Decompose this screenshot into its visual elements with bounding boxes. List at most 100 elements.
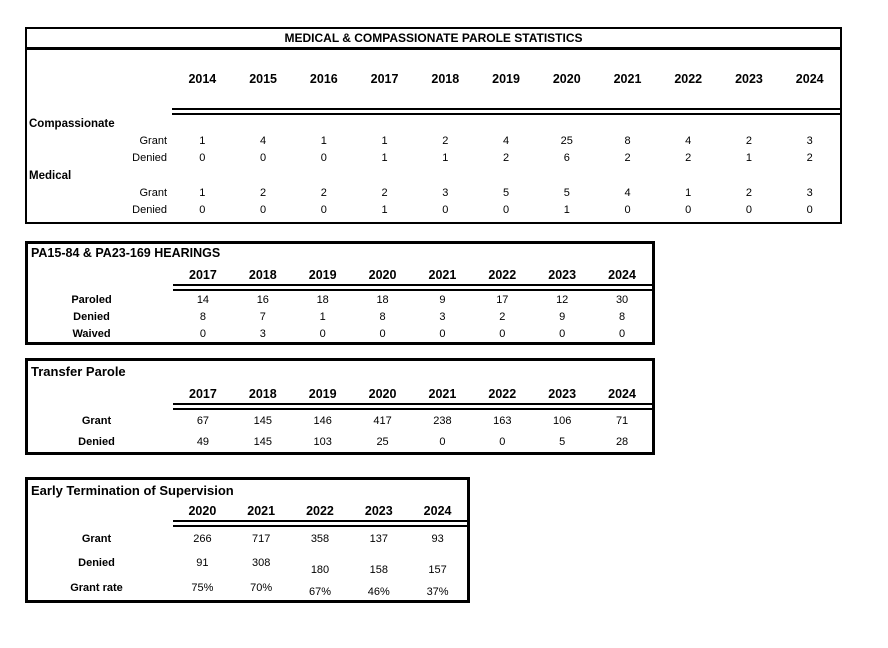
value-cell: 3 <box>806 186 813 199</box>
value-cell: 1 <box>381 134 388 147</box>
year-header-row: 2017 2018 2019 2020 2021 2022 2023 2024 <box>28 381 652 403</box>
table-title: Transfer Parole <box>31 363 126 379</box>
value-cell: 0 <box>199 152 206 165</box>
early-termination-table: Early Termination of Supervision 2020 2021… <box>25 477 470 603</box>
value-cell: 8 <box>199 310 206 323</box>
year-header: 2022 <box>488 268 517 282</box>
double-rule <box>172 108 840 115</box>
value-cell: 0 <box>619 328 626 341</box>
row-label: Grant <box>139 134 167 147</box>
double-rule-row <box>28 403 652 410</box>
value-cell: 2 <box>745 134 753 147</box>
double-rule-row <box>28 284 652 291</box>
hearings-table: PA15-84 & PA23-169 HEARINGS 2017 2018 2019 2… <box>25 241 655 345</box>
group-label: Medical <box>29 169 72 182</box>
value-cell: 2 <box>806 152 813 165</box>
table-row: Grant rate 75% 70% 67% 46% 37% <box>28 576 467 600</box>
year-header-row: 2020 2021 2022 2023 2024 <box>28 500 467 520</box>
year-header: 2023 <box>548 268 577 282</box>
year-header-spacer <box>27 50 172 88</box>
year-header: 2020 <box>368 387 397 401</box>
value-cell: 0 <box>199 204 206 217</box>
year-header: 2022 <box>488 387 517 401</box>
value-cell: 2 <box>499 310 506 323</box>
year-header: 2021 <box>247 504 276 518</box>
value-cell: 2 <box>442 134 449 147</box>
value-cell: 9 <box>559 310 566 323</box>
value-cell: 18 <box>316 293 329 306</box>
value-cell: 4 <box>685 134 692 147</box>
year-header-spacer <box>28 381 173 403</box>
value-cell: 0 <box>502 204 510 217</box>
value-cell: 25 <box>560 134 573 147</box>
double-rule <box>173 403 652 410</box>
value-cell: 16 <box>256 293 269 306</box>
year-header: 2021 <box>428 268 457 282</box>
value-cell: 1 <box>199 134 206 147</box>
table-row: Grant 1 4 1 1 2 4 25 8 4 2 3 <box>27 132 840 149</box>
value-cell: 0 <box>806 204 813 217</box>
value-cell: 1 <box>319 310 326 323</box>
table-title: PA15-84 & PA23-169 HEARINGS <box>31 246 221 260</box>
value-cell: 145 <box>253 414 272 427</box>
value-cell: 2 <box>685 152 692 165</box>
year-header-spacer <box>28 262 173 284</box>
value-cell: 8 <box>624 134 631 147</box>
value-cell: 1 <box>381 204 388 217</box>
value-cell: 30 <box>615 293 629 306</box>
year-header: 2023 <box>548 387 577 401</box>
year-header: 2021 <box>613 72 642 86</box>
value-cell: 3 <box>442 186 449 199</box>
table-row: Paroled 14 16 18 18 9 17 12 30 <box>28 291 652 308</box>
value-cell: 163 <box>493 414 512 427</box>
value-cell: 2 <box>624 152 631 165</box>
year-header-row: 2014 2015 2016 2017 2018 2019 2020 2021 2022 2023… <box>27 50 840 88</box>
year-header: 2016 <box>309 72 338 86</box>
value-cell: 9 <box>439 293 446 306</box>
value-cell: 91 <box>196 557 209 570</box>
row-label: Paroled <box>71 293 112 306</box>
value-cell: 238 <box>433 414 452 427</box>
row-label: Denied <box>132 152 167 165</box>
value-cell: 71 <box>615 414 629 427</box>
table-row: Denied 49 145 103 25 0 0 5 28 <box>28 431 652 452</box>
year-header-spacer <box>28 500 173 520</box>
value-cell: 2 <box>745 186 753 199</box>
year-header: 2018 <box>248 268 277 282</box>
value-cell: 0 <box>499 328 506 341</box>
double-rule-row <box>27 108 840 115</box>
value-cell: 158 <box>369 564 388 577</box>
value-cell: 1 <box>381 152 388 165</box>
value-cell: 1 <box>685 186 692 199</box>
value-cell: 67% <box>308 585 331 598</box>
value-cell: 28 <box>615 435 629 448</box>
value-cell: 0 <box>439 435 446 448</box>
value-cell: 4 <box>260 134 267 147</box>
value-cell: 0 <box>624 204 631 217</box>
value-cell: 180 <box>310 564 330 577</box>
year-header: 2020 <box>188 504 217 518</box>
year-header: 2024 <box>423 504 452 518</box>
table-row: Denied 0 0 0 1 0 0 1 0 0 0 0 <box>27 201 840 218</box>
value-cell: 358 <box>310 533 330 546</box>
year-header: 2024 <box>608 268 636 282</box>
year-header: 2017 <box>189 387 217 401</box>
value-cell: 8 <box>379 310 386 323</box>
value-cell: 5 <box>559 435 566 448</box>
value-cell: 4 <box>624 186 631 199</box>
year-header: 2020 <box>552 72 581 86</box>
value-cell: 1 <box>320 134 327 147</box>
double-rule-spacer <box>28 284 173 291</box>
value-cell: 2 <box>381 186 388 199</box>
value-cell: 1 <box>563 204 570 217</box>
value-cell: 0 <box>745 204 753 217</box>
double-rule-spacer <box>28 403 173 410</box>
value-cell: 308 <box>252 557 271 570</box>
value-cell: 0 <box>320 152 327 165</box>
value-cell: 12 <box>556 293 569 306</box>
value-cell: 0 <box>199 328 206 341</box>
value-cell: 3 <box>439 310 446 323</box>
value-cell: 7 <box>259 310 266 323</box>
row-label: Denied <box>73 310 110 323</box>
